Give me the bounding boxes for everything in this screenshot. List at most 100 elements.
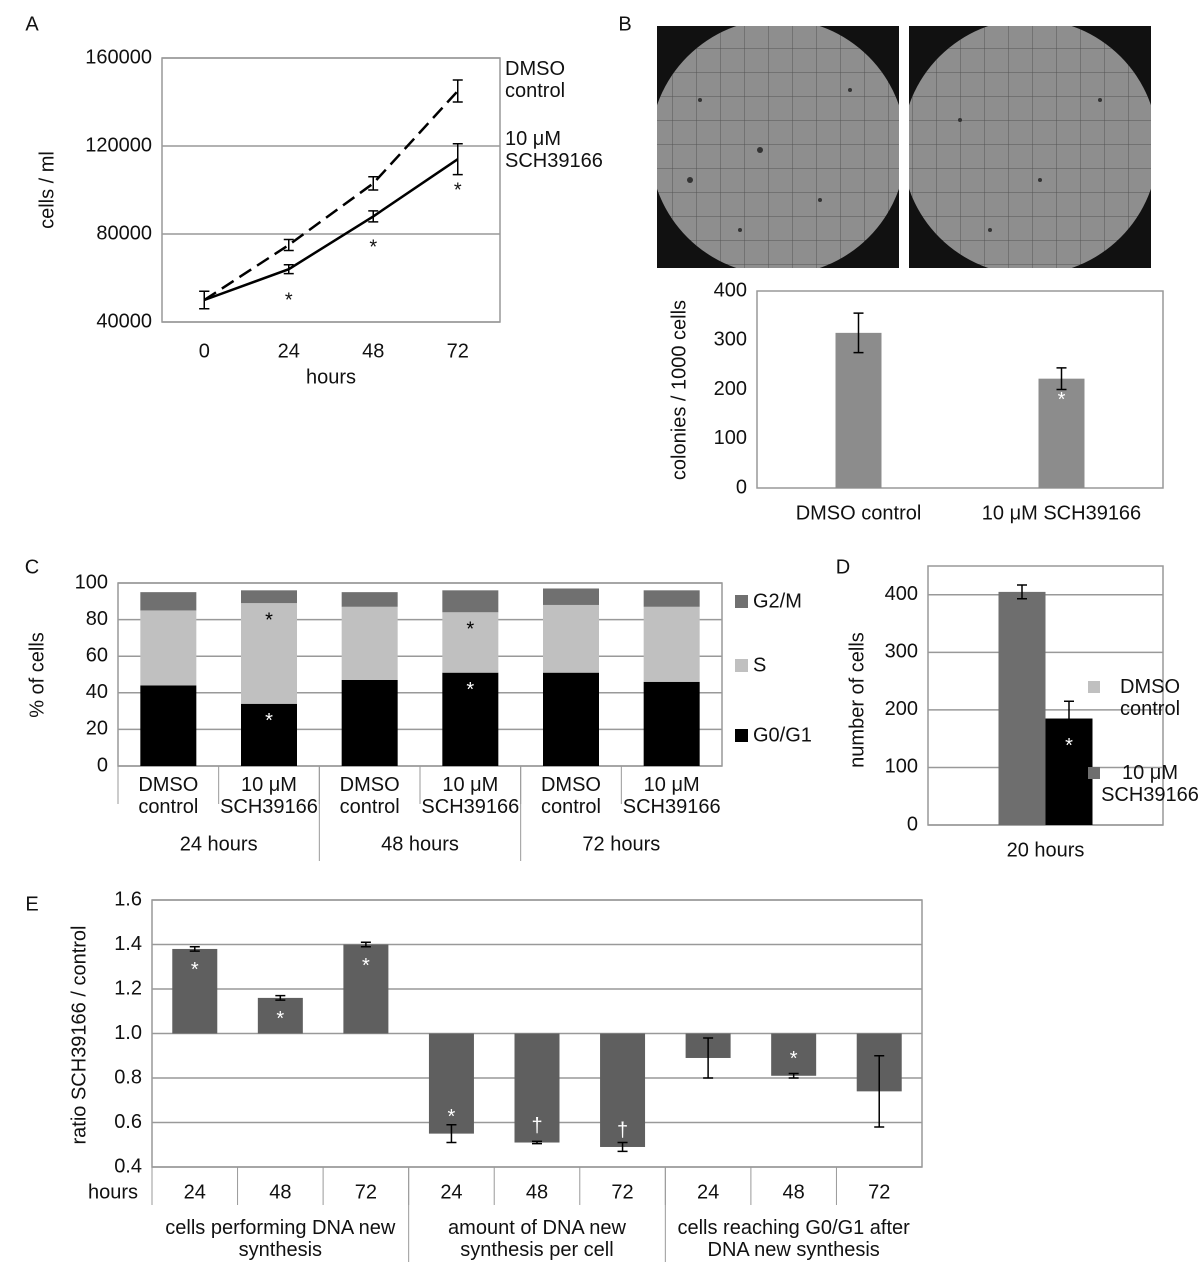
x-tick-label-box: 10 μM SCH39166 bbox=[622, 774, 721, 818]
x-tick-label: 10 μM SCH39166 bbox=[982, 502, 1141, 524]
significance-mark: * bbox=[1065, 735, 1073, 757]
bar bbox=[257, 997, 303, 1034]
legend-label: S bbox=[753, 654, 766, 676]
error-bar bbox=[199, 290, 210, 310]
significance-mark: * bbox=[265, 609, 273, 631]
plot-frame bbox=[117, 582, 723, 767]
error-bar bbox=[617, 1141, 628, 1153]
x-tick-label: 72 bbox=[355, 1181, 377, 1203]
y-tick-label: 200 bbox=[885, 698, 918, 720]
legend-swatch bbox=[735, 659, 748, 672]
legend-label: 10 μM SCH39166 bbox=[1101, 762, 1199, 806]
legend-label-box: 10 μM SCH39166 bbox=[505, 128, 603, 172]
x-tick-label: 24 bbox=[278, 340, 300, 362]
bar-segment bbox=[543, 672, 599, 766]
bar bbox=[343, 944, 389, 1034]
panel-label: E bbox=[25, 893, 38, 915]
error-bar bbox=[368, 176, 379, 191]
bar bbox=[172, 948, 218, 1034]
panel-label: B bbox=[618, 13, 631, 35]
significance-mark: * bbox=[790, 1048, 798, 1070]
error-bar bbox=[283, 238, 294, 252]
error-bar bbox=[1056, 367, 1067, 391]
significance-mark: * bbox=[448, 1106, 456, 1128]
x-tick-label-box: 10 μM SCH39166 bbox=[421, 774, 520, 818]
y-tick-label: 300 bbox=[714, 329, 747, 351]
x-tick-label: 72 bbox=[447, 340, 469, 362]
significance-mark: † bbox=[617, 1119, 628, 1141]
bar-segment bbox=[341, 592, 398, 607]
error-bar bbox=[283, 264, 294, 275]
x-tick-label: 72 bbox=[611, 1181, 633, 1203]
x-tick-label: 48 bbox=[362, 340, 384, 362]
bar-segment bbox=[442, 590, 499, 613]
bar bbox=[428, 1033, 474, 1134]
y-tick-label: 0 bbox=[97, 754, 108, 776]
error-bar bbox=[452, 143, 463, 176]
x-tick-label: DMSO control bbox=[339, 774, 400, 818]
panel-label: D bbox=[836, 556, 850, 578]
y-tick-label: 0.8 bbox=[114, 1066, 142, 1088]
error-bar bbox=[360, 941, 371, 948]
y-tick-label: 1.6 bbox=[114, 888, 142, 910]
x-tick-label-box: DMSO control bbox=[339, 774, 400, 818]
bar-segment bbox=[241, 703, 297, 766]
y-tick-label: 0.6 bbox=[114, 1111, 142, 1133]
y-axis-label: colonies / 1000 cells bbox=[668, 300, 690, 480]
error-bar bbox=[1064, 700, 1074, 737]
plot-frame bbox=[161, 57, 501, 323]
y-tick-label: 160000 bbox=[85, 46, 152, 68]
y-tick-label: 100 bbox=[75, 571, 108, 593]
x-tick-label: 72 bbox=[868, 1181, 890, 1203]
error-bar bbox=[1017, 584, 1027, 600]
x-tick-label: 24 bbox=[184, 1181, 206, 1203]
error-bar bbox=[532, 1140, 542, 1145]
panel-label: A bbox=[25, 13, 39, 35]
significance-mark: * bbox=[1058, 389, 1066, 411]
x-tick-label: 0 bbox=[199, 340, 210, 362]
error-bar bbox=[874, 1055, 885, 1128]
legend-swatch bbox=[735, 595, 748, 608]
error-bar bbox=[452, 79, 463, 103]
legend-swatch bbox=[735, 729, 748, 742]
y-tick-label: 300 bbox=[885, 641, 918, 663]
bar-segment bbox=[241, 590, 297, 604]
x-tick-label: 10 μM SCH39166 bbox=[622, 774, 721, 818]
group-label: 48 hours bbox=[381, 833, 459, 855]
x-tick-label-box: 10 μM SCH39166 bbox=[220, 774, 318, 818]
bar-segment bbox=[140, 610, 197, 686]
y-tick-label: 80 bbox=[86, 608, 108, 630]
plate-image-control bbox=[657, 26, 899, 268]
x-tick-label: 10 μM SCH39166 bbox=[220, 774, 318, 818]
plate-image-treated bbox=[909, 26, 1151, 268]
bar-segment bbox=[643, 606, 700, 682]
legend-label: DMSO control bbox=[1119, 676, 1181, 720]
bar bbox=[1038, 378, 1085, 488]
group-label: 24 hours bbox=[180, 833, 258, 855]
group-label: cells performing DNA new synthesis bbox=[165, 1217, 396, 1261]
x-tick-label: 10 μM SCH39166 bbox=[421, 774, 520, 818]
legend-label-box: 10 μM SCH39166 bbox=[1101, 762, 1199, 806]
error-bar bbox=[446, 1123, 457, 1144]
legend-label-box: DMSO control bbox=[505, 58, 566, 102]
y-tick-label: 0.4 bbox=[114, 1155, 142, 1177]
panel-label: C bbox=[25, 556, 39, 578]
y-tick-label: 120000 bbox=[85, 134, 152, 156]
y-tick-label: 0 bbox=[736, 476, 747, 498]
y-tick-label: 40000 bbox=[96, 310, 152, 332]
error-bar bbox=[189, 945, 200, 952]
group-label-box: amount of DNA new synthesis per cell bbox=[448, 1217, 626, 1261]
plot-frame bbox=[151, 899, 923, 1168]
y-tick-label: 20 bbox=[86, 718, 108, 740]
series-line bbox=[203, 158, 459, 302]
y-axis-label: number of cells bbox=[846, 632, 868, 768]
x-tick-label: 48 bbox=[526, 1181, 548, 1203]
error-bar bbox=[368, 210, 379, 223]
y-axis-label: % of cells bbox=[26, 632, 48, 718]
group-label: 72 hours bbox=[582, 833, 660, 855]
bar-segment bbox=[442, 612, 499, 673]
bar bbox=[771, 1033, 817, 1076]
legend-swatch bbox=[1088, 767, 1100, 779]
legend-label: DMSO control bbox=[505, 58, 566, 102]
